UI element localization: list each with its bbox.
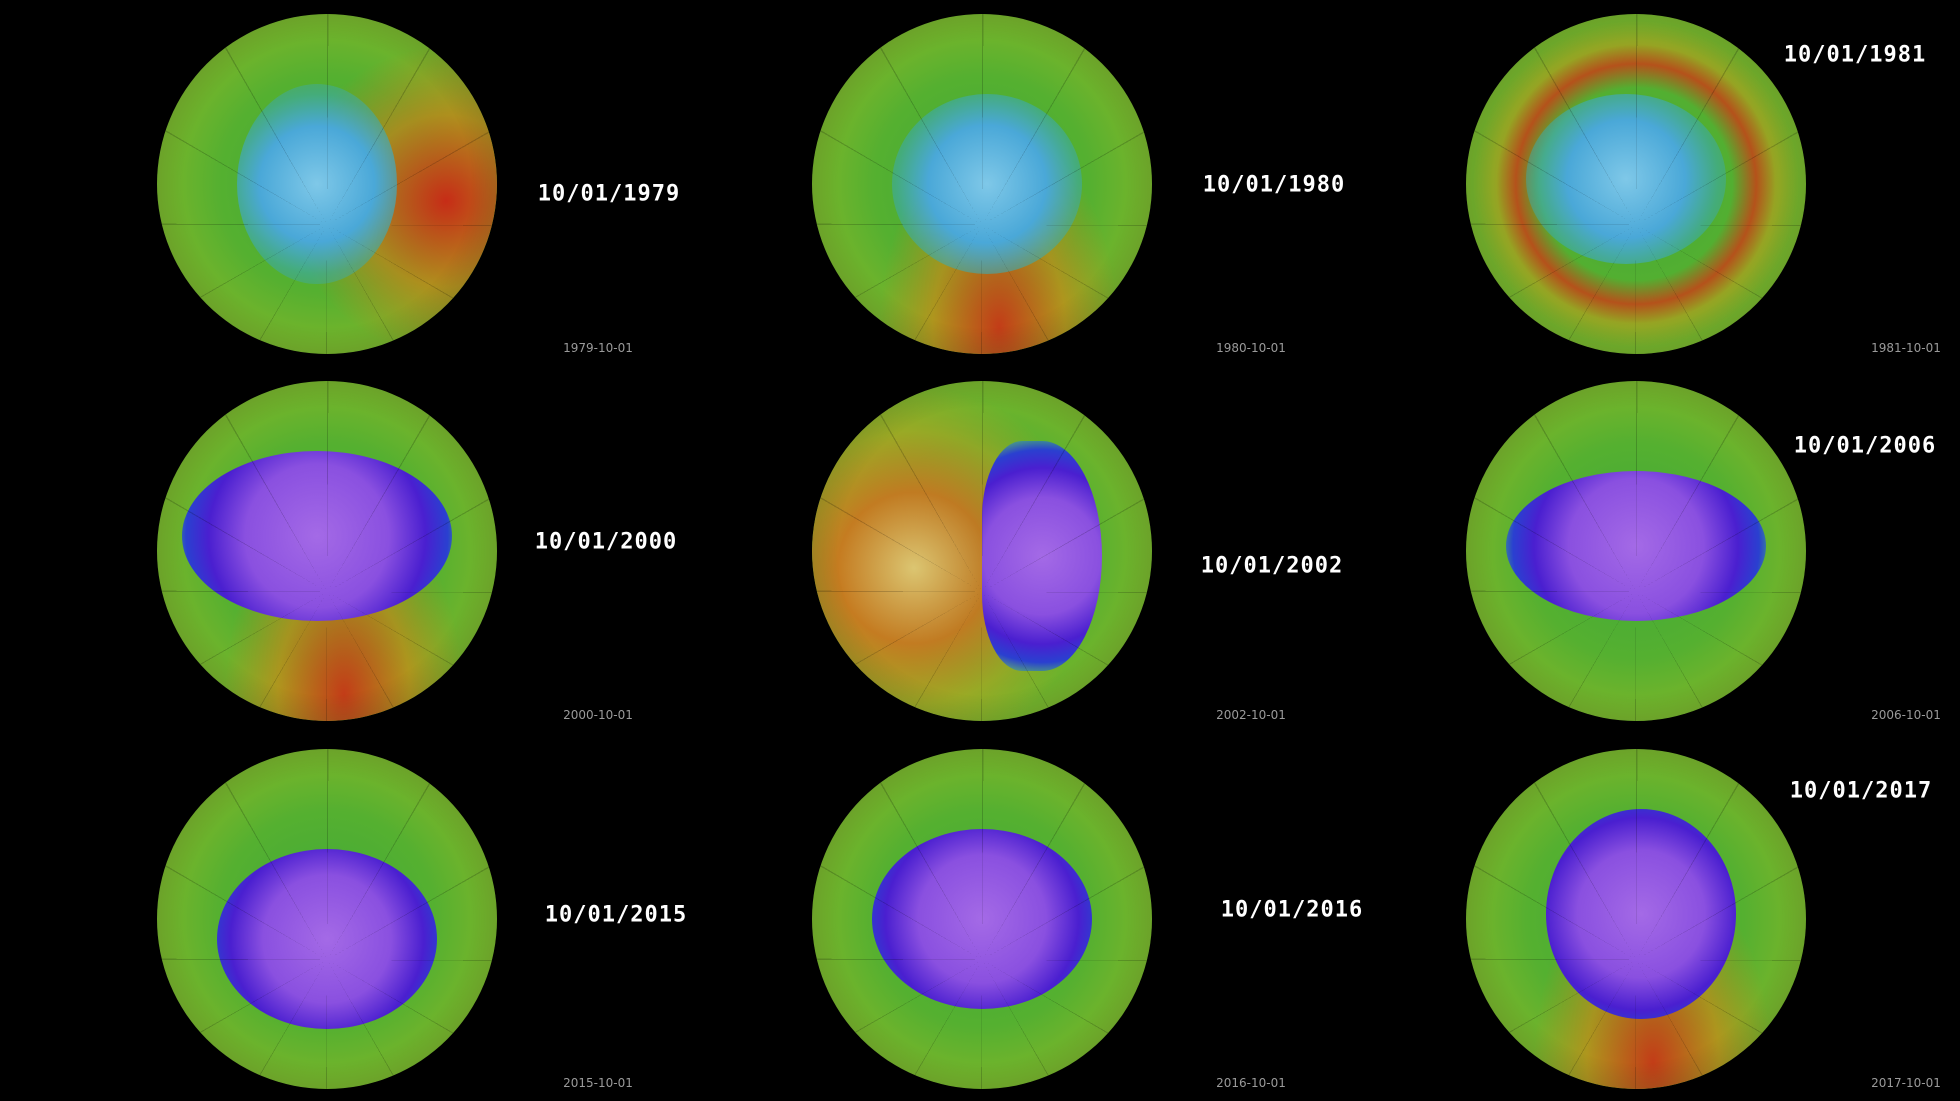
ozone-globe [812, 749, 1152, 1089]
ozone-globe [1466, 14, 1806, 354]
panel-title: 10/01/2017 [1789, 778, 1933, 804]
panel-date-caption: 1979-10-01 [563, 341, 633, 355]
panel-date-caption: 1981-10-01 [1871, 341, 1941, 355]
panel-date-caption: 2015-10-01 [563, 1076, 633, 1090]
ozone-hole [892, 94, 1082, 274]
ozone-hole [1546, 809, 1736, 1019]
panel-date-caption: 2016-10-01 [1216, 1076, 1286, 1090]
high-ozone-region [1466, 749, 1806, 1089]
ozone-globe [812, 14, 1152, 354]
ozone-globe [157, 14, 497, 354]
ozone-hole [182, 451, 452, 621]
ozone-hole [982, 441, 1102, 671]
ozone-globe [1466, 749, 1806, 1089]
high-ozone-region [1466, 14, 1806, 354]
ozone-globe [157, 381, 497, 721]
panel-title: 10/01/1979 [537, 181, 681, 207]
panel-date-caption: 2006-10-01 [1871, 708, 1941, 722]
ozone-globe [157, 749, 497, 1089]
ozone-hole [237, 84, 397, 284]
panel-date-caption: 2000-10-01 [563, 708, 633, 722]
panel-title: 10/01/2016 [1220, 897, 1364, 923]
ozone-hole [217, 849, 437, 1029]
panel-date-caption: 1980-10-01 [1216, 341, 1286, 355]
high-ozone-region [157, 381, 497, 721]
panel-date-caption: 2002-10-01 [1216, 708, 1286, 722]
high-ozone-region [157, 14, 497, 354]
panel-title: 10/01/2002 [1200, 553, 1344, 579]
ozone-hole [1506, 471, 1766, 621]
panel-title: 10/01/2006 [1793, 433, 1937, 459]
ozone-globe [1466, 381, 1806, 721]
panel-title: 10/01/2000 [534, 529, 678, 555]
ozone-hole [1526, 94, 1726, 264]
panel-date-caption: 2017-10-01 [1871, 1076, 1941, 1090]
panel-title: 10/01/1980 [1202, 172, 1346, 198]
panel-title: 10/01/1981 [1783, 42, 1927, 68]
high-ozone-region [812, 14, 1152, 354]
ozone-globe [812, 381, 1152, 721]
ozone-hole [872, 829, 1092, 1009]
high-ozone-region [812, 381, 1152, 721]
panel-title: 10/01/2015 [544, 902, 688, 928]
